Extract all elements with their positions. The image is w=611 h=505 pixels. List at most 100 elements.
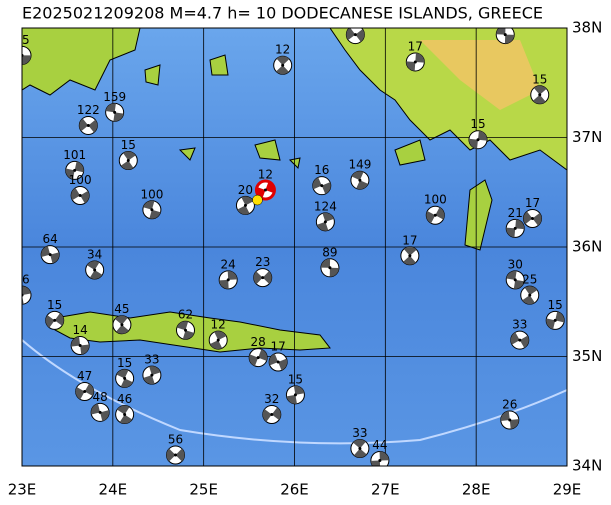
focal-mechanism [262, 405, 282, 425]
focal-mechanism [253, 268, 273, 288]
focal-mechanism [166, 445, 186, 465]
lat-tick-label: 34N [572, 457, 602, 475]
depth-label: 15 [532, 72, 547, 86]
epicenter [123, 376, 127, 380]
epicenter [263, 188, 267, 192]
depth-label: 26 [502, 398, 517, 412]
depth-label: 56 [168, 433, 183, 447]
epicenter [150, 373, 154, 377]
compression-quadrant [120, 151, 136, 170]
epicenter [530, 217, 534, 221]
depth-label: 12 [211, 318, 226, 332]
compression-quadrant [506, 219, 525, 238]
lon-tick-label: 23E [8, 481, 37, 499]
lat-tick-label: 37N [572, 128, 602, 146]
depth-label: 48 [92, 390, 107, 404]
epicenter [413, 60, 417, 64]
focal-mechanism [105, 102, 125, 122]
compression-quadrant [522, 286, 538, 305]
depth-label: 14 [72, 323, 87, 337]
compression-quadrant [143, 200, 161, 219]
epicenter [513, 278, 517, 282]
epicenter [353, 33, 357, 37]
depth-label: 34 [87, 247, 102, 261]
lon-tick-label: 29E [553, 481, 582, 499]
focal-mechanism [115, 405, 135, 425]
lon-tick-label: 26E [280, 481, 309, 499]
depth-label: 12 [258, 168, 273, 182]
focal-mechanism [312, 176, 332, 196]
compression-quadrant [87, 260, 103, 279]
epicenter [243, 203, 247, 207]
depth-label: 44 [372, 438, 387, 452]
epicenter [408, 254, 412, 258]
land [22, 28, 141, 96]
land-high [420, 40, 540, 110]
lon-tick-label: 24E [99, 481, 128, 499]
depth-label: 33 [144, 353, 159, 367]
focal-mechanism [268, 352, 288, 372]
epicenter [184, 328, 187, 332]
depth-label: 46 [117, 392, 132, 406]
focal-mechanism [350, 170, 370, 190]
lat-tick-label: 38N [572, 19, 602, 37]
epicenter [73, 168, 77, 172]
compression-quadrant [22, 286, 31, 305]
depth-label: 17 [271, 339, 286, 353]
epicenter [93, 268, 97, 272]
depth-label: 16 [314, 163, 329, 177]
depth-label: 76 [14, 273, 29, 287]
focal-mechanism [315, 212, 335, 232]
focal-mechanism [505, 270, 525, 290]
epicenter [174, 453, 178, 457]
depth-label: 21 [508, 206, 523, 220]
epicenter [53, 318, 57, 322]
focal-mechanism [545, 310, 565, 330]
epicenter [113, 110, 117, 114]
depth-label: 33 [352, 426, 367, 440]
depth-label: 15 [47, 298, 62, 312]
axes: 23E 24E 25E 26E 27E 28E 29E 34N 35N 36N 37N 38N [8, 19, 603, 499]
epicenter [281, 63, 285, 67]
depth-label: 15 [117, 356, 132, 370]
depth-label: 12 [275, 43, 290, 57]
epicenter [320, 184, 324, 188]
focal-mechanism [70, 336, 90, 356]
lat-tick-label: 35N [572, 347, 602, 365]
epicenter [98, 410, 102, 414]
epicenter [86, 123, 90, 127]
depth-label: 159 [103, 90, 126, 104]
epicenter [270, 413, 274, 417]
depth-label: 17 [525, 196, 540, 210]
depth-label: 15 [470, 117, 485, 131]
epicenter [256, 356, 260, 360]
island [144, 54, 426, 170]
focal-mechanism [350, 438, 370, 458]
depth-label: 124 [314, 199, 337, 213]
lon-tick-label: 27E [371, 481, 400, 499]
depth-label: 89 [322, 245, 337, 259]
depth-label: 17 [408, 39, 423, 53]
depth-label: 32 [264, 392, 279, 406]
epicenter [528, 293, 532, 297]
frame [21, 27, 568, 467]
epicenter [78, 344, 82, 348]
compression-quadrant [116, 369, 133, 388]
depth-label: 100 [424, 193, 447, 207]
depth-label: 15 [14, 33, 29, 47]
depth-label: 25 [522, 273, 537, 287]
focal-mechanism [510, 330, 530, 350]
focal-mechanism [522, 209, 542, 229]
depth-label: 17 [402, 233, 417, 247]
focal-mechanism [235, 195, 255, 215]
epicenter [328, 266, 332, 270]
land [464, 179, 493, 251]
epicenter [276, 360, 280, 364]
epicenter [126, 158, 130, 162]
compression-quadrant [286, 385, 305, 404]
focal-mechanism [520, 285, 540, 305]
depth-label: 20 [238, 183, 253, 197]
focal-mechanism [500, 410, 520, 430]
